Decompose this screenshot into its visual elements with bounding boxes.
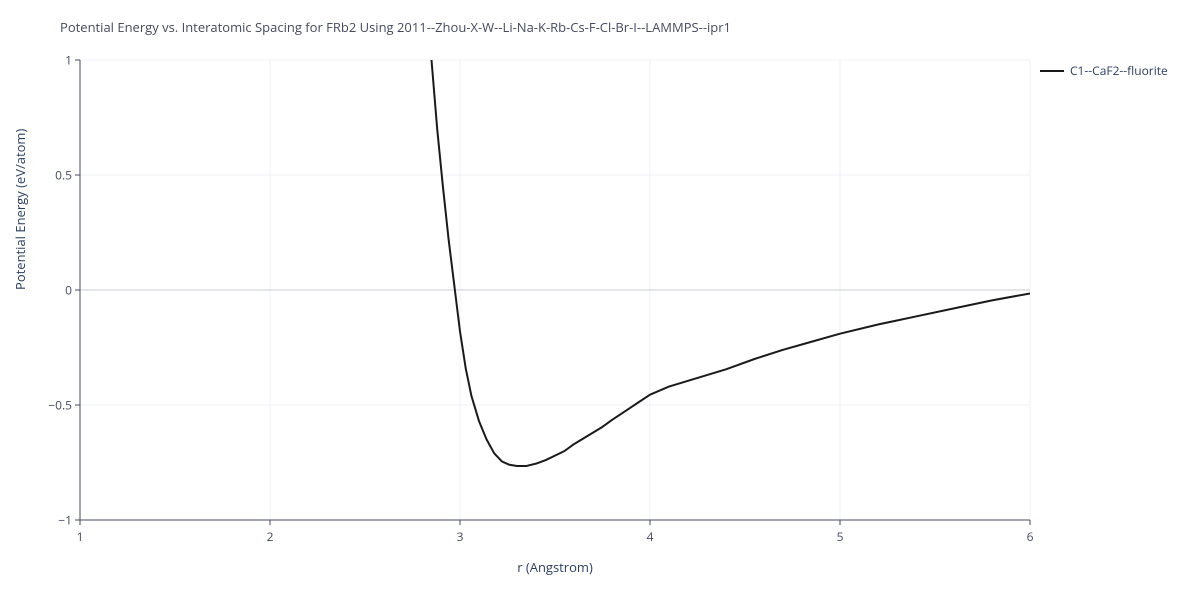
x-tick-label: 6 xyxy=(1027,528,1034,545)
plot-area[interactable]: r (Angstrom) Potential Energy (eV/atom) … xyxy=(80,60,1030,520)
chart-container: Potential Energy vs. Interatomic Spacing… xyxy=(0,0,1200,600)
y-tick-label: −1 xyxy=(12,512,72,529)
x-tick-label: 2 xyxy=(267,528,274,545)
chart-title: Potential Energy vs. Interatomic Spacing… xyxy=(60,18,731,36)
x-tick-label: 4 xyxy=(647,528,654,545)
x-tick-label: 5 xyxy=(837,528,844,545)
x-axis-label: r (Angstrom) xyxy=(517,558,593,576)
legend-swatch-icon xyxy=(1040,70,1064,72)
y-tick-label: −0.5 xyxy=(12,397,72,414)
y-tick-label: 0 xyxy=(12,282,72,299)
y-tick-label: 0.5 xyxy=(12,167,72,184)
y-axis-label: Potential Energy (eV/atom) xyxy=(11,129,29,290)
x-tick-label: 1 xyxy=(77,528,84,545)
x-tick-label: 3 xyxy=(457,528,464,545)
plot-svg xyxy=(80,60,1030,520)
legend-series-label: C1--CaF2--fluorite xyxy=(1070,62,1168,79)
legend[interactable]: C1--CaF2--fluorite xyxy=(1040,62,1168,79)
y-tick-label: 1 xyxy=(12,52,72,69)
